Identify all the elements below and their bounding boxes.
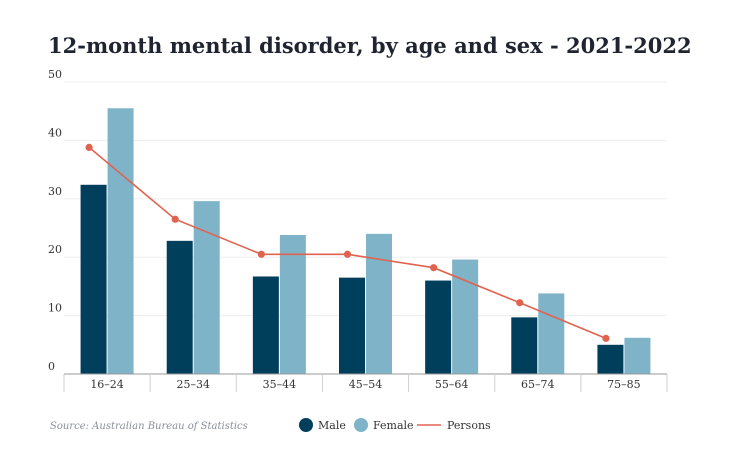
persons-point — [257, 250, 265, 258]
bar-male-25–34 — [166, 240, 193, 374]
bar-female-75–85 — [624, 337, 651, 374]
persons-point — [343, 250, 352, 258]
persons-point — [602, 334, 610, 342]
source-note: Source: Australian Bureau of Statistics — [50, 421, 248, 432]
bar-female-65–74 — [538, 293, 565, 374]
legend-label-male: Male — [318, 419, 346, 432]
legend: Male Female Persons — [299, 418, 491, 432]
legend-swatch-female — [354, 418, 368, 432]
bar-female-16–24 — [107, 108, 134, 374]
x-tick-label: 55–64 — [435, 378, 469, 391]
x-tick-label: 16–24 — [90, 378, 124, 391]
persons-point — [171, 215, 179, 223]
bar-male-65–74 — [511, 317, 538, 374]
persons-point — [516, 299, 524, 307]
legend-swatch-male — [299, 418, 313, 432]
bar-female-55–64 — [452, 259, 479, 374]
chart-title: 12-month mental disorder, by age and sex… — [48, 33, 692, 58]
y-axis: 0 10 20 30 40 50 — [48, 68, 62, 373]
y-tick-label: 10 — [48, 302, 62, 315]
legend-label-persons: Persons — [447, 419, 491, 432]
x-tick-label: 25–34 — [176, 378, 210, 391]
y-tick-label: 40 — [48, 126, 62, 139]
y-tick-label: 0 — [48, 360, 55, 373]
bar-male-45–54 — [339, 277, 365, 374]
bar-male-55–64 — [425, 280, 452, 374]
x-tick-label: 45–54 — [349, 378, 383, 391]
y-tick-label: 50 — [48, 68, 62, 81]
persons-point — [430, 264, 438, 272]
persons-point — [85, 143, 93, 152]
bars — [80, 108, 651, 374]
persons-line — [85, 143, 610, 342]
y-tick-label: 30 — [48, 185, 62, 198]
bar-female-35–44 — [279, 235, 306, 374]
y-tick-label: 20 — [48, 243, 62, 256]
x-tick-label: 75–85 — [607, 378, 641, 391]
legend-label-female: Female — [373, 419, 414, 432]
x-axis: 16–24 25–34 35–44 45–54 55–64 65–74 75–85 — [63, 373, 668, 392]
bar-female-25–34 — [193, 201, 220, 374]
bar-male-16–24 — [80, 184, 107, 374]
gridlines — [64, 81, 667, 317]
bar-male-75–85 — [597, 344, 624, 374]
x-tick-label: 35–44 — [263, 378, 297, 391]
x-tick-label: 65–74 — [521, 378, 555, 391]
bar-female-45–54 — [366, 233, 392, 374]
bar-male-35–44 — [252, 276, 279, 374]
